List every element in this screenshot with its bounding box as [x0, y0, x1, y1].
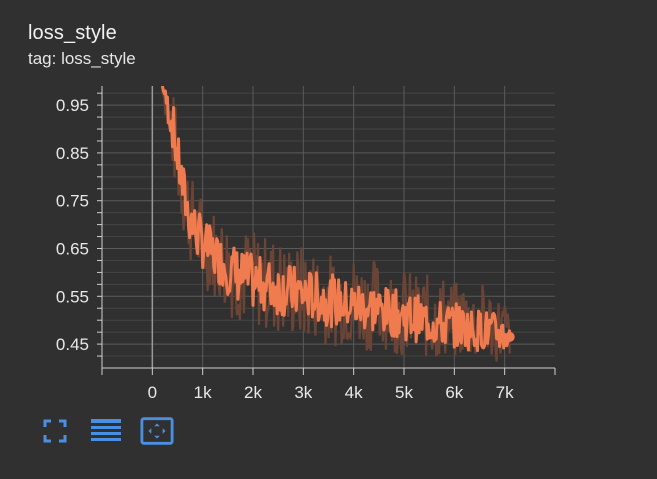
y-tick-label: 0.45 — [56, 335, 89, 354]
fullscreen-button[interactable] — [38, 414, 72, 448]
x-tick-label: 0 — [148, 383, 157, 400]
x-tick-label: 6k — [445, 383, 463, 400]
x-tick-label: 5k — [395, 383, 413, 400]
y-tick-label: 0.95 — [56, 96, 89, 115]
chart-title: loss_style — [28, 22, 117, 44]
chart-toolbar — [38, 414, 191, 448]
fit-domain-icon — [140, 417, 174, 445]
fullscreen-icon — [43, 419, 67, 443]
x-tick-label: 4k — [345, 383, 363, 400]
fit-domain-button[interactable] — [140, 414, 174, 448]
x-tick-label: 3k — [294, 383, 312, 400]
x-tick-label: 2k — [244, 383, 262, 400]
x-tick-label: 7k — [496, 383, 514, 400]
x-tick-label: 1k — [194, 383, 212, 400]
data-table-button[interactable] — [89, 414, 123, 448]
y-tick-label: 0.85 — [56, 144, 89, 163]
line-chart: 0.45 0.55 0.65 0.75 0.85 0.95 0 1k 2k 3k 4k 5k 6k 7k — [56, 86, 556, 400]
chart-tag: tag: loss_style — [28, 49, 136, 68]
series-end-point — [504, 331, 515, 342]
y-tick-label: 0.55 — [56, 287, 89, 306]
series-line — [160, 86, 512, 353]
y-tick-label: 0.65 — [56, 240, 89, 259]
y-tick-label: 0.75 — [56, 192, 89, 211]
data-table-icon — [91, 419, 121, 441]
